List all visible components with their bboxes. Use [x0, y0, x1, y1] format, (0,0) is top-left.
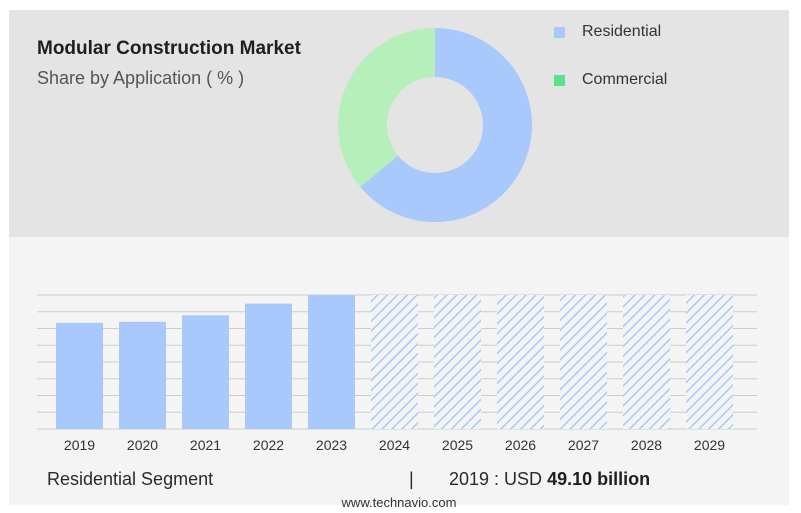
x-tick-label: 2025	[442, 437, 473, 453]
forecast-bar-2029	[686, 295, 733, 429]
legend-label-commercial: Commercial	[582, 71, 668, 88]
x-tick-label: 2020	[127, 437, 158, 453]
x-tick-label: 2029	[694, 437, 725, 453]
x-tick-label: 2027	[568, 437, 599, 453]
bar-2019	[56, 322, 103, 429]
legend-swatch-commercial	[554, 74, 565, 86]
forecast-bar-2028	[623, 295, 670, 429]
donut-slice-commercial	[338, 27, 435, 187]
x-tick-label: 2019	[64, 437, 95, 453]
forecast-bar-2025	[434, 295, 481, 429]
bar-2020	[119, 321, 166, 429]
legend-swatch-residential	[554, 26, 565, 38]
footer-separator: |	[409, 469, 414, 489]
source-link[interactable]: www.technavio.com	[341, 495, 457, 510]
x-tick-label: 2021	[190, 437, 221, 453]
bar-2022	[245, 303, 292, 429]
bar-2023	[308, 295, 355, 429]
legend-label-residential: Residential	[582, 23, 662, 40]
x-tick-label: 2022	[253, 437, 284, 453]
x-tick-label: 2023	[316, 437, 347, 453]
donut-chart	[338, 27, 532, 222]
x-tick-label: 2024	[379, 437, 410, 453]
bar-chart: 2019 2020 2021 2022 2023 2024 2025 2026 2027 2028…	[37, 294, 757, 453]
bar-2021	[182, 315, 229, 429]
x-tick-label: 2026	[505, 437, 536, 453]
forecast-bar-2026	[497, 295, 544, 429]
legend-item-commercial: Commercial	[554, 70, 667, 90]
segment-label: Residential Segment	[47, 469, 214, 489]
forecast-bar-2027	[560, 295, 607, 429]
segment-value: 2019 : USD 49.10 billion	[449, 469, 650, 490]
infographic-card: Modular Construction Market Share by App…	[9, 10, 789, 510]
forecast-bar-2024	[371, 295, 418, 429]
share-panel: Modular Construction Market Share by App…	[9, 10, 789, 237]
segment-value-prefix: 2019 : USD	[449, 469, 543, 489]
x-tick-label: 2028	[631, 437, 662, 453]
chart-title: Modular Construction Market	[37, 38, 301, 59]
chart-subtitle: Share by Application ( % )	[37, 68, 245, 88]
segment-value-amount: 49.10 billion	[547, 469, 651, 489]
legend-item-residential: Residential	[554, 22, 661, 42]
donut-slice-residential	[360, 28, 532, 222]
